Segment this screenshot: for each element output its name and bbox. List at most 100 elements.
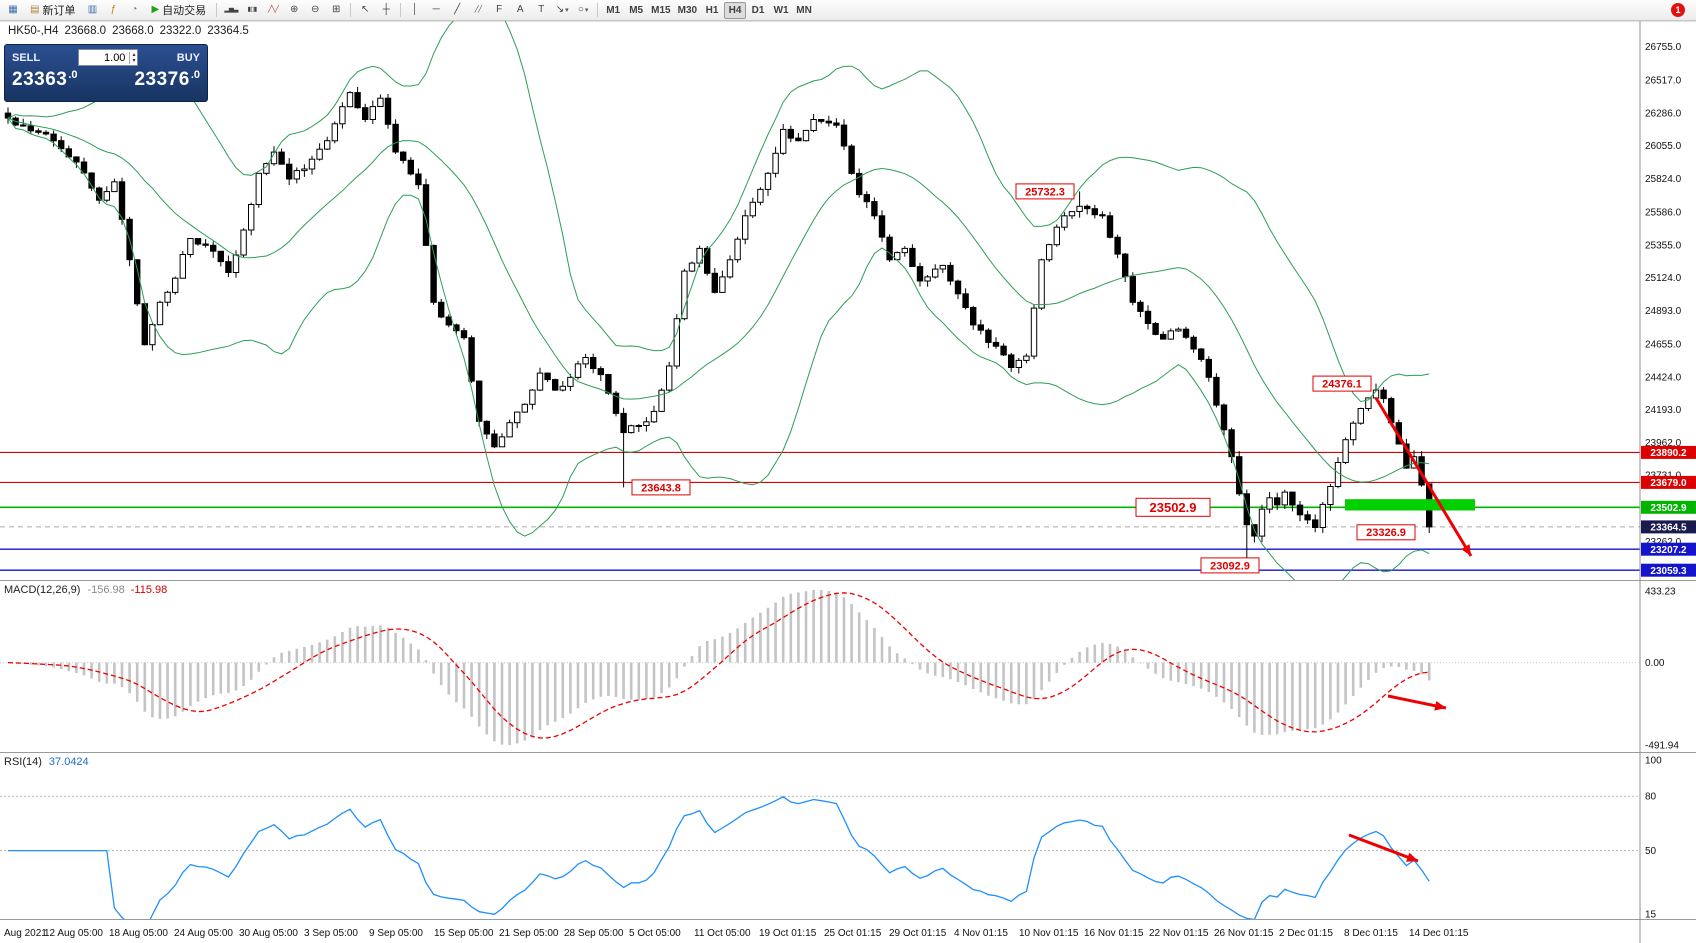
time-tick: 9 Sep 05:00 [369,928,423,939]
zoom-out-button[interactable]: ⊖ [305,2,325,19]
crosshair-icon: ┼ [382,4,390,15]
highlight-zone[interactable] [1345,499,1475,511]
price-badge: 23364.5 [1641,520,1696,534]
rsi-panel[interactable] [0,795,1640,930]
price-label[interactable]: 23092.9 [1200,557,1260,574]
ohlc-low: 23322.0 [159,25,202,37]
price-label[interactable]: 23502.9 [1135,497,1211,517]
price-badge: 23890.2 [1641,445,1696,459]
shapes-tool-button[interactable]: ○ ▾ [573,2,593,19]
cursor-button[interactable]: ↖ [355,2,375,19]
toolbar-separator [350,3,352,17]
price-label[interactable]: 25732.3 [1015,183,1075,200]
autotrading-button-label: 自动交易 [162,5,207,17]
buy-price[interactable]: 23376.0 [134,69,200,91]
autotrading-button[interactable]: ▶ 自动交易 [145,2,212,19]
clock-icon: ◔ [131,4,138,15]
price-badge: 23059.3 [1641,563,1696,577]
time-tick: 11 Oct 05:00 [694,928,751,939]
macd-panel[interactable] [0,590,1640,745]
timeframe-m15-button[interactable]: M15 [651,4,671,16]
text-tool-button[interactable]: A [510,2,530,19]
arrow-tool-icon: ↘ [555,4,565,15]
timeframe-m5-button[interactable]: M5 [629,4,644,16]
price-label[interactable]: 23326.9 [1356,524,1416,541]
time-tick: 22 Nov 01:15 [1149,928,1209,939]
trend-arrow[interactable] [1387,694,1447,711]
one-click-trading-panel[interactable]: SELL 1.00 ▴ ▾ BUY 23363.0 23376.0 [4,44,208,102]
price-badge: 23207.2 [1641,542,1696,556]
channel-button[interactable]: ╱╱ [468,2,488,19]
time-tick: 29 Oct 01:15 [889,928,947,939]
timeframe-mn-button[interactable]: MN [796,4,812,16]
notification-badge[interactable]: 1 [1671,3,1685,17]
trend-arrow[interactable] [1348,833,1419,863]
trend-arrow[interactable] [1374,397,1473,557]
ohlc-high: 23668.0 [112,25,154,37]
charts-list-button[interactable]: ▥ [82,2,102,19]
panel-separators[interactable] [0,20,1696,920]
caret-down-icon: ▾ [565,7,569,14]
price-tick: 23262.0 [1645,537,1682,548]
crosshair-button[interactable]: ┼ [376,2,396,19]
rsi-scale-tick: 80 [1645,792,1657,803]
line-chart-button[interactable]: ╱╲╱ [263,2,283,19]
vertical-line-button[interactable]: │ [405,2,425,19]
price-label[interactable]: 24376.1 [1312,375,1372,392]
volume-increase-button[interactable]: ▴ [132,51,136,58]
tile-windows-button[interactable]: ⊞ [326,2,346,19]
fibonacci-button[interactable]: F [489,2,509,19]
price-tick: 24893.0 [1645,306,1682,317]
zoom-in-button[interactable]: ⊕ [284,2,304,19]
volume-control[interactable]: 1.00 ▴ ▾ [78,49,139,66]
time-tick: 18 Aug 05:00 [109,928,168,939]
charts-list-icon: ▥ [87,4,98,15]
price-tick: 24193.0 [1645,405,1682,416]
indic-button[interactable]: ƒ [103,2,123,19]
svg-text:23092.9: 23092.9 [1210,560,1250,572]
time-tick: 30 Aug 05:00 [239,928,298,939]
timeframe-m1-button[interactable]: M1 [606,4,621,16]
price-label[interactable]: 23643.8 [631,479,691,496]
volume-decrease-button[interactable]: ▾ [132,57,136,64]
timeframe-h4-button[interactable]: H4 [724,1,747,19]
order-ticket-icon: ▤ [30,4,40,15]
buy-price-frac: .0 [190,69,200,81]
timeframe-w1-button[interactable]: W1 [773,4,789,16]
buy-label[interactable]: BUY [176,51,200,64]
candlestick-chart-icon: ▮▯▮ [247,5,258,13]
timeframe-d1-button[interactable]: D1 [751,4,765,16]
clock-button[interactable]: ◔ [124,2,144,19]
horizontal-line-button[interactable]: ─ [426,2,446,19]
svg-text:23890.2: 23890.2 [1650,448,1687,459]
volume-input[interactable]: 1.00 [104,51,126,64]
svg-text:25732.3: 25732.3 [1025,186,1065,198]
main-chart-panel[interactable]: 25732.3 24376.1 23643.8 23502.9 23326.9 23092… [0,0,1640,599]
sell-label[interactable]: SELL [12,51,41,64]
svg-text:23207.2: 23207.2 [1650,545,1687,556]
price-badge: 23679.0 [1641,475,1696,489]
trendline-button[interactable]: ╱ [447,2,467,19]
price-axis[interactable]: 26755.0 26517.0 26286.0 26055.0 25824.0 25586… [1639,21,1696,943]
time-tick: 4 Nov 01:15 [954,928,1008,939]
macd-main-value: -156.98 [87,584,125,596]
new-order-button[interactable]: ▤ 新订单 [24,2,81,19]
arrow-tool-button[interactable]: ↘ ▾ [552,2,572,19]
autotrading-play-icon: ▶ [151,4,160,15]
label-tool-button[interactable]: T [531,2,551,19]
time-tick: 28 Sep 05:00 [564,928,624,939]
sell-price[interactable]: 23363.0 [12,69,78,91]
price-tick: 24424.0 [1645,372,1682,383]
candlestick-chart-button[interactable]: ▮▯▮ [242,2,262,19]
timeframe-h1-button[interactable]: H1 [705,4,719,16]
price-tick: 26286.0 [1645,109,1682,120]
time-tick: 24 Aug 05:00 [174,928,233,939]
horizontal-line-icon: ─ [432,4,440,15]
bar-chart-button[interactable]: ▂▅▃ [221,2,241,19]
ohlc-close: 23364.5 [207,25,249,37]
new-chart-button[interactable]: ▦ [3,2,23,19]
timeframe-m30-button[interactable]: M30 [677,4,698,16]
